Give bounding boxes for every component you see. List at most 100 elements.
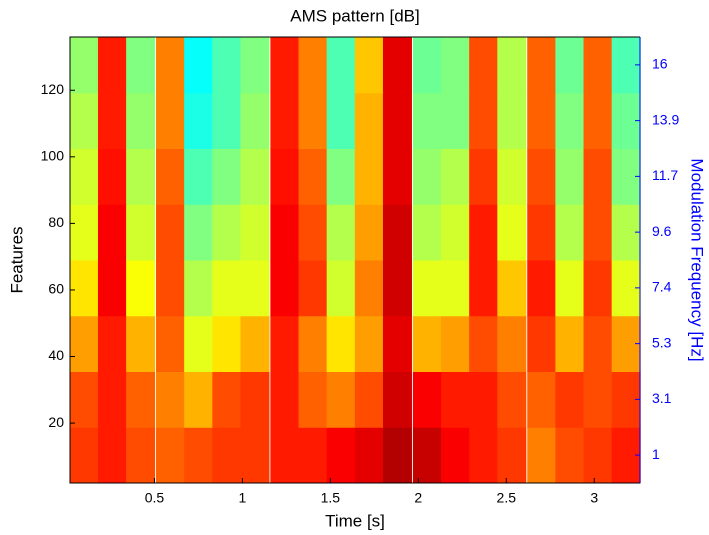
heat-cell xyxy=(382,204,412,261)
heat-cell xyxy=(354,92,384,149)
heat-cell xyxy=(156,260,186,317)
heat-cell xyxy=(270,92,300,149)
heat-cell xyxy=(469,204,499,261)
heat-cell xyxy=(212,204,242,261)
heat-cell xyxy=(69,260,99,317)
heat-cell xyxy=(469,371,499,428)
heat-cell xyxy=(212,260,242,317)
heat-cell xyxy=(97,371,127,428)
heat-cell xyxy=(412,260,442,317)
heat-cell xyxy=(270,427,300,484)
x-tick-label: 1.5 xyxy=(321,490,341,506)
y-tick-label: 100 xyxy=(41,148,65,164)
heat-cell xyxy=(69,315,99,372)
heat-cell xyxy=(326,204,356,261)
heat-cell xyxy=(555,204,585,261)
heat-cell xyxy=(212,92,242,149)
heat-cell xyxy=(97,427,127,484)
heat-cell xyxy=(583,260,613,317)
heat-cell xyxy=(583,315,613,372)
heat-cell xyxy=(298,371,328,428)
y-tick-label: 40 xyxy=(48,347,64,363)
heat-cell xyxy=(354,315,384,372)
heat-cell xyxy=(583,427,613,484)
heat-cell xyxy=(583,204,613,261)
heat-cell xyxy=(69,371,99,428)
heat-cell xyxy=(126,427,156,484)
heat-cell xyxy=(382,371,412,428)
heat-cell xyxy=(527,427,557,484)
y-tick-label: 60 xyxy=(48,281,64,297)
heat-cell xyxy=(555,371,585,428)
heat-cell xyxy=(441,260,471,317)
heat-cell xyxy=(97,92,127,149)
x-tick-label: 2.5 xyxy=(497,490,517,506)
heat-cell xyxy=(126,315,156,372)
y2-tick-label: 7.4 xyxy=(652,279,672,295)
heat-cell xyxy=(184,37,214,94)
heat-cell xyxy=(497,92,527,149)
heat-cell xyxy=(555,148,585,205)
heat-cell xyxy=(583,92,613,149)
heat-cell xyxy=(497,148,527,205)
heat-cell xyxy=(555,37,585,94)
heat-cell xyxy=(382,427,412,484)
heat-cell xyxy=(270,148,300,205)
heat-cell xyxy=(69,37,99,94)
y2-axis-label: Modulation Frequency [Hz] xyxy=(688,158,707,361)
heat-cell xyxy=(298,148,328,205)
x-tick-label: 3 xyxy=(590,490,598,506)
heat-cell xyxy=(212,427,242,484)
heat-cell xyxy=(555,427,585,484)
heat-cell xyxy=(497,37,527,94)
heat-cell xyxy=(469,427,499,484)
heat-cell xyxy=(97,204,127,261)
heat-cell xyxy=(126,204,156,261)
heat-cell xyxy=(126,37,156,94)
heat-cell xyxy=(184,260,214,317)
heat-cell xyxy=(441,204,471,261)
heat-cell xyxy=(298,315,328,372)
heat-cell xyxy=(354,37,384,94)
heat-cell xyxy=(497,204,527,261)
heat-cell xyxy=(441,148,471,205)
heat-cell xyxy=(412,315,442,372)
y2-tick-label: 3.1 xyxy=(652,390,672,406)
heat-cell xyxy=(354,427,384,484)
heat-cell xyxy=(441,315,471,372)
heat-cell xyxy=(156,204,186,261)
y-tick-label: 80 xyxy=(48,214,64,230)
heat-cell xyxy=(69,148,99,205)
heat-cell xyxy=(240,204,270,261)
heat-cell xyxy=(298,204,328,261)
heat-cell xyxy=(583,148,613,205)
y2-tick-label: 5.3 xyxy=(652,334,672,350)
x-axis-label: Time [s] xyxy=(325,511,385,530)
heat-cell xyxy=(326,92,356,149)
heat-cell xyxy=(270,204,300,261)
heat-cell xyxy=(412,92,442,149)
heat-cell xyxy=(97,148,127,205)
heat-cell xyxy=(126,92,156,149)
heat-cell xyxy=(69,92,99,149)
heat-cell xyxy=(156,37,186,94)
heat-cell xyxy=(326,371,356,428)
heat-cell xyxy=(184,427,214,484)
heat-cell xyxy=(412,204,442,261)
heat-cell xyxy=(126,260,156,317)
heat-cell xyxy=(527,260,557,317)
heat-cell xyxy=(583,371,613,428)
y2-tick-label: 11.7 xyxy=(652,167,678,183)
y2-tick-label: 9.6 xyxy=(652,223,672,239)
heat-cell xyxy=(497,315,527,372)
heat-cell xyxy=(69,204,99,261)
heat-cell xyxy=(212,148,242,205)
heat-cell xyxy=(583,37,613,94)
heat-cell xyxy=(382,148,412,205)
heat-cell xyxy=(412,427,442,484)
heat-cell xyxy=(184,371,214,428)
heat-cell xyxy=(240,148,270,205)
heat-cell xyxy=(212,371,242,428)
heat-cell xyxy=(212,315,242,372)
y-axis-label: Features xyxy=(7,226,26,293)
